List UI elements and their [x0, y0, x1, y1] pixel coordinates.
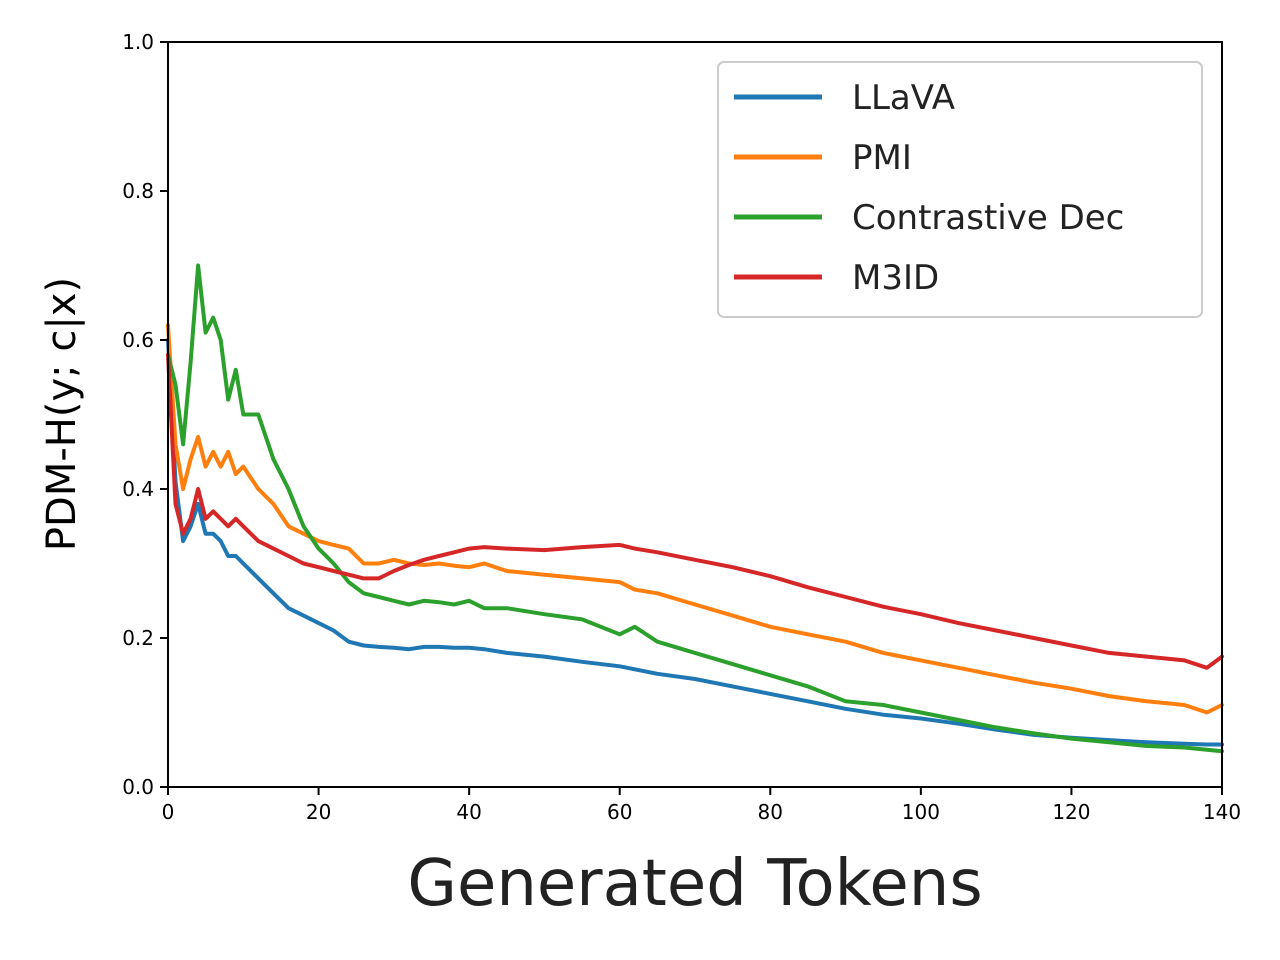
y-axis: 0.0 0.2 0.4 0.6 0.8 1.0 [122, 30, 168, 799]
x-axis-title: Generated Tokens [407, 847, 982, 921]
plot-frame [167, 41, 1223, 788]
y-tick-label: 0.8 [122, 179, 154, 203]
y-tick-label: 0.4 [122, 477, 154, 501]
x-tick-label: 40 [456, 800, 481, 824]
series-line-contrastive-dec [166, 263, 1224, 754]
legend-label: LLaVA [852, 78, 955, 118]
series-line-llava [166, 338, 1224, 747]
x-axis: 0 20 40 60 80 100 120 140 [162, 787, 1241, 824]
y-tick-label: 1.0 [122, 30, 154, 54]
x-tick-label: 100 [902, 800, 940, 824]
legend-label: Contrastive Dec [852, 198, 1124, 238]
x-tick-label: 0 [162, 800, 175, 824]
x-tick-label: 80 [758, 800, 783, 824]
legend-label: PMI [852, 138, 912, 178]
y-axis-title: PDM-H(y; c|x) [39, 277, 85, 551]
x-tick-label: 60 [607, 800, 632, 824]
x-tick-label: 140 [1203, 800, 1241, 824]
series-layer [166, 263, 1224, 754]
x-tick-label: 120 [1052, 800, 1090, 824]
series-line-m3id [166, 352, 1224, 670]
y-tick-label: 0.0 [122, 775, 154, 799]
y-tick-label: 0.6 [122, 328, 154, 352]
legend-frame [717, 61, 1203, 318]
y-tick-label: 0.2 [122, 626, 154, 650]
x-tick-label: 20 [306, 800, 331, 824]
legend-label: M3ID [852, 258, 939, 298]
legend: LLaVA PMI Contrastive Dec M3ID [717, 61, 1203, 318]
series-line-pmi [166, 323, 1224, 715]
